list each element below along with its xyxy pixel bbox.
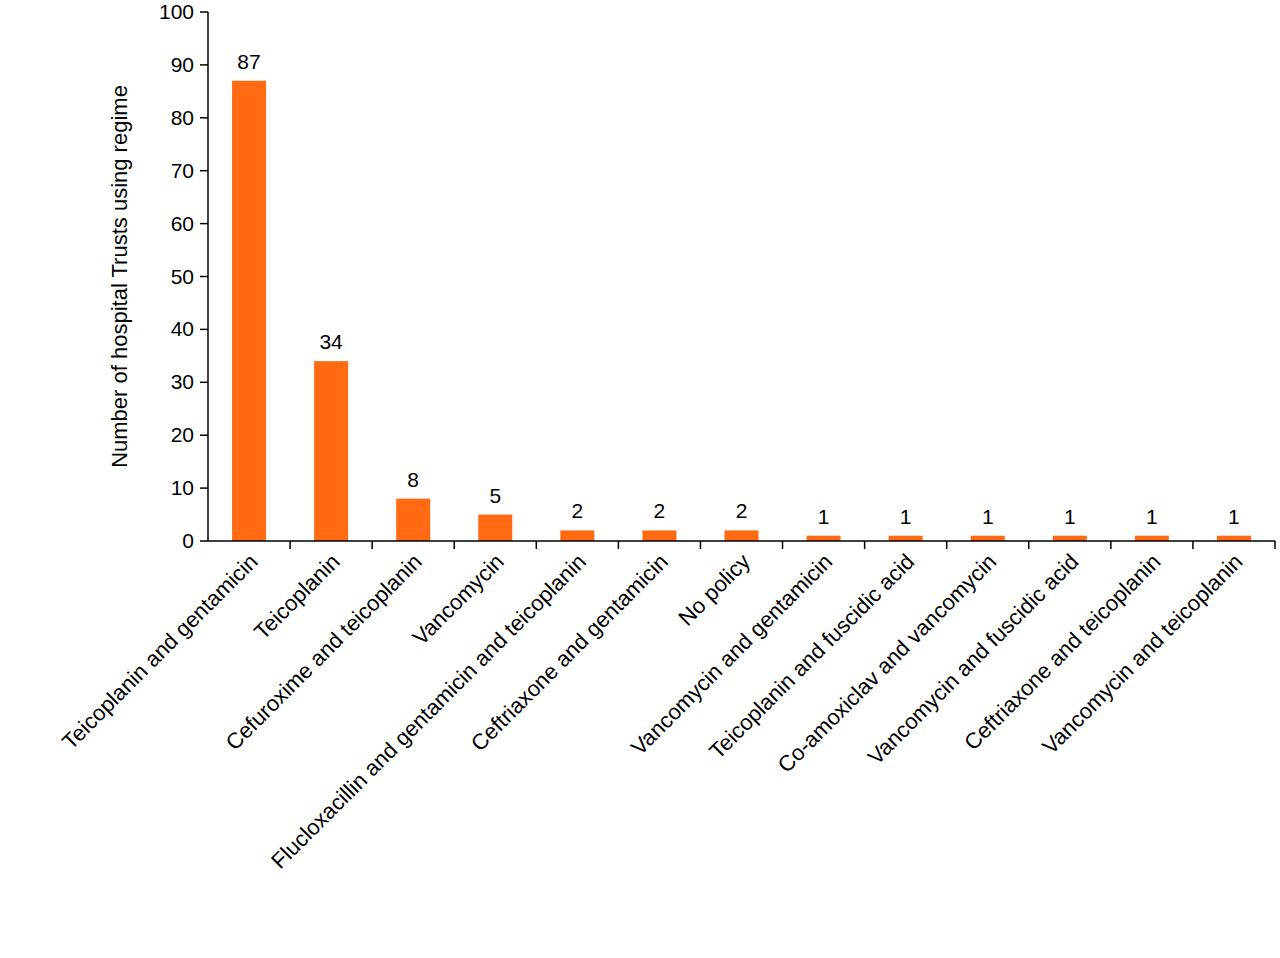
x-tick [1274,541,1276,549]
x-tick [371,541,373,549]
y-tick [200,223,208,225]
y-tick-label: 60 [171,212,194,235]
y-tick [200,170,208,172]
bar [314,361,348,541]
x-tick-label: Vancomycin and teicoplanin [1037,549,1247,759]
y-tick-label: 40 [171,317,194,340]
bar [807,536,841,541]
data-label: 1 [1146,505,1158,528]
x-tick [1192,541,1194,549]
y-tick-label: 50 [171,265,194,288]
data-label: 8 [407,468,419,491]
y-tick [200,540,208,542]
data-label: 2 [572,499,584,522]
bar [1135,536,1169,541]
data-label: 1 [1064,505,1076,528]
x-tick-label: Flucloxacillin and gentamicin and teicop… [266,549,591,874]
x-axis [208,540,1275,542]
x-tick [946,541,948,549]
data-label: 87 [237,50,260,73]
x-tick [782,541,784,549]
data-label: 5 [489,484,501,507]
x-tick-label: Ceftriaxone and gentamicin [466,549,673,756]
y-tick-label: 20 [171,423,194,446]
data-label: 2 [736,499,748,522]
data-label: 1 [1228,505,1240,528]
x-tick-label: Teicoplanin and gentamicin [57,549,262,754]
x-tick-label: No policy [673,549,755,631]
y-tick [200,382,208,384]
bar [396,499,430,541]
x-tick [618,541,620,549]
data-label: 2 [654,499,666,522]
bar [232,81,266,541]
bar [1053,536,1087,541]
x-tick-label: Cefuroxime and teicoplanin [221,549,427,755]
y-tick [200,434,208,436]
y-tick [200,487,208,489]
y-tick [200,64,208,66]
y-tick [200,276,208,278]
x-tick [864,541,866,549]
y-tick-label: 70 [171,159,194,182]
y-tick-label: 10 [171,476,194,499]
y-tick-label: 0 [182,529,194,552]
data-label: 1 [982,505,994,528]
y-tick-label: 30 [171,370,194,393]
x-tick [1110,541,1112,549]
x-tick [453,541,455,549]
x-tick [289,541,291,549]
bars [232,81,1251,541]
bar [725,530,759,541]
x-tick [1028,541,1030,549]
bar [560,530,594,541]
y-axis [207,12,209,541]
bar [889,536,923,541]
y-tick [200,329,208,331]
y-tick-label: 80 [171,106,194,129]
y-tick-label: 90 [171,53,194,76]
bar [1217,536,1251,541]
chart: 0 10 20 30 40 50 60 70 80 90 100 87 34 8 5 2 2 2 1 1 1 1 1 1 Tei… [0,0,1280,958]
data-label: 1 [818,505,830,528]
y-tick [200,117,208,119]
data-label: 1 [900,505,912,528]
y-axis-label: Number of hospital Trusts using regime [107,85,132,468]
x-tick [536,541,538,549]
y-tick-label: 100 [159,0,194,23]
bar [642,530,676,541]
y-tick [200,11,208,13]
bar [971,536,1005,541]
data-label: 34 [319,330,343,353]
x-tick [700,541,702,549]
bar [478,515,512,541]
